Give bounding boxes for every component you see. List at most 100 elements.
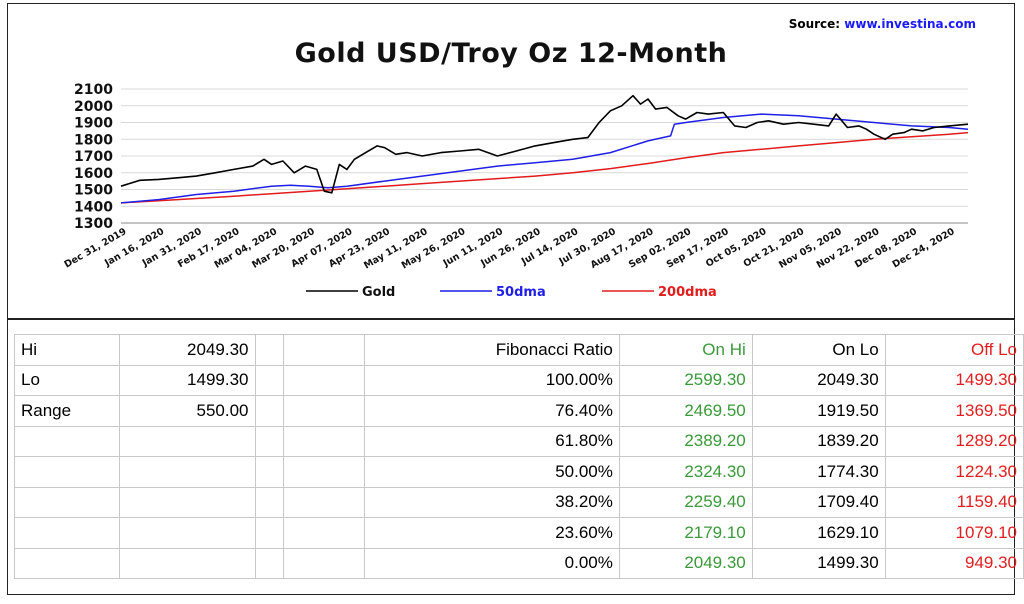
off-lo-cell: Off Lo <box>884 334 1024 366</box>
on-lo-cell: 1919.50 <box>751 395 886 427</box>
x-tick-label: Dec 31, 2019 <box>63 226 129 270</box>
spacer-cell-cell <box>282 395 366 427</box>
table-row: 38.20% 2259.40 1709.40 1159.40 <box>14 486 1024 518</box>
spacer-cell-cell <box>254 425 284 457</box>
on-lo-cell: On Lo <box>751 334 886 366</box>
off-lo-cell: 1224.30 <box>884 456 1024 488</box>
fib-ratio-cell: 38.20% <box>364 486 620 518</box>
on-lo-cell: 1774.30 <box>751 456 886 488</box>
off-lo-cell: 1499.30 <box>884 364 1024 396</box>
spacer-cell-cell <box>282 486 366 518</box>
on-hi-cell: On Hi <box>618 334 753 366</box>
y-tick-label: 1500 <box>74 183 113 199</box>
on-hi-cell: 2324.30 <box>618 456 753 488</box>
spacer-cell-cell <box>254 364 284 396</box>
off-lo-cell: 1369.50 <box>884 395 1024 427</box>
series-line-50dma <box>120 113 969 204</box>
on-hi-cell: 2389.20 <box>618 425 753 457</box>
x-tick-label: Nov 05, 2020 <box>777 226 844 271</box>
row-label-cell <box>14 456 120 488</box>
on-lo-cell: 2049.30 <box>751 364 886 396</box>
y-tick-label: 2000 <box>74 99 113 115</box>
row-label-cell: Hi <box>14 334 120 366</box>
row-value-cell: 1499.30 <box>118 364 256 396</box>
y-tick-label: 1400 <box>74 199 113 215</box>
row-label-cell <box>14 517 120 549</box>
section-divider <box>8 318 1014 320</box>
spacer-cell-cell <box>282 364 366 396</box>
on-hi-cell: 2259.40 <box>618 486 753 518</box>
fibonacci-table: Hi 2049.30 Fibonacci Ratio On Hi On Lo Off Lo… <box>14 334 1024 579</box>
chart-area: Source: www.investina.com Gold USD/Troy … <box>8 4 1014 318</box>
spacer-cell-cell <box>282 425 366 457</box>
table-row: 50.00% 2324.30 1774.30 1224.30 <box>14 456 1024 488</box>
series-line-gold <box>120 94 969 194</box>
spacer-cell-cell <box>254 547 284 579</box>
source-url[interactable]: www.investina.com <box>844 17 976 31</box>
legend-label-200dma: 200dma <box>658 285 717 300</box>
fib-ratio-cell: 61.80% <box>364 425 620 457</box>
spacer-cell-cell <box>254 456 284 488</box>
x-tick-label: Nov 22, 2020 <box>815 226 882 271</box>
on-lo-cell: 1499.30 <box>751 547 886 579</box>
row-value-cell <box>118 547 256 579</box>
off-lo-cell: 1289.20 <box>884 425 1024 457</box>
spacer-cell-cell <box>254 395 284 427</box>
y-tick-label: 1300 <box>74 216 113 232</box>
y-tick-label: 1800 <box>74 132 113 148</box>
on-hi-cell: 2469.50 <box>618 395 753 427</box>
spacer-cell-cell <box>282 456 366 488</box>
legend-label-gold: Gold <box>362 285 395 300</box>
spacer-cell-cell <box>254 486 284 518</box>
off-lo-cell: 949.30 <box>884 547 1024 579</box>
off-lo-cell: 1159.40 <box>884 486 1024 518</box>
on-lo-cell: 1709.40 <box>751 486 886 518</box>
legend-label-50dma: 50dma <box>496 285 546 300</box>
on-lo-cell: 1629.10 <box>751 517 886 549</box>
row-label-cell: Range <box>14 395 120 427</box>
on-hi-cell: 2049.30 <box>618 547 753 579</box>
table-row: 61.80% 2389.20 1839.20 1289.20 <box>14 425 1024 457</box>
x-tick-label: Mar 20, 2020 <box>250 226 317 271</box>
on-lo-cell: 1839.20 <box>751 425 886 457</box>
table-row: 23.60% 2179.10 1629.10 1079.10 <box>14 517 1024 549</box>
fib-ratio-cell: 0.00% <box>364 547 620 579</box>
row-value-cell <box>118 425 256 457</box>
row-value-cell <box>118 517 256 549</box>
row-value-cell <box>118 486 256 518</box>
spacer-cell-cell <box>282 547 366 579</box>
fib-ratio-cell: Fibonacci Ratio <box>364 334 620 366</box>
on-hi-cell: 2599.30 <box>618 364 753 396</box>
spacer-cell-cell <box>282 517 366 549</box>
table-row: 0.00% 2049.30 1499.30 949.30 <box>14 547 1024 579</box>
spacer-cell-cell <box>254 334 284 366</box>
y-tick-label: 1900 <box>74 116 113 132</box>
spacer-cell-cell <box>254 517 284 549</box>
on-hi-cell: 2179.10 <box>618 517 753 549</box>
fib-ratio-cell: 23.60% <box>364 517 620 549</box>
row-value-cell <box>118 456 256 488</box>
x-tick-label: May 26, 2020 <box>400 226 468 272</box>
fib-ratio-cell: 50.00% <box>364 456 620 488</box>
row-label-cell <box>14 425 120 457</box>
row-label-cell: Lo <box>14 364 120 396</box>
row-label-cell <box>14 547 120 579</box>
x-tick-label: Mar 04, 2020 <box>213 226 280 271</box>
source-label: Source: <box>788 17 841 31</box>
series-line-200dma <box>120 131 969 204</box>
off-lo-cell: 1079.10 <box>884 517 1024 549</box>
y-tick-label: 1700 <box>74 149 113 165</box>
table-row: Hi 2049.30 Fibonacci Ratio On Hi On Lo Off Lo <box>14 334 1024 366</box>
y-tick-label: 2100 <box>74 82 113 98</box>
fib-ratio-cell: 76.40% <box>364 395 620 427</box>
fib-ratio-cell: 100.00% <box>364 364 620 396</box>
row-value-cell: 550.00 <box>118 395 256 427</box>
row-value-cell: 2049.30 <box>118 334 256 366</box>
source-note: Source: www.investina.com <box>789 17 976 31</box>
row-label-cell <box>14 486 120 518</box>
table-row: Range 550.00 76.40% 2469.50 1919.50 1369.50 <box>14 395 1024 427</box>
y-tick-label: 1600 <box>74 166 113 182</box>
chart-title: Gold USD/Troy Oz 12-Month <box>294 38 728 69</box>
x-tick-label: May 11, 2020 <box>362 226 430 272</box>
